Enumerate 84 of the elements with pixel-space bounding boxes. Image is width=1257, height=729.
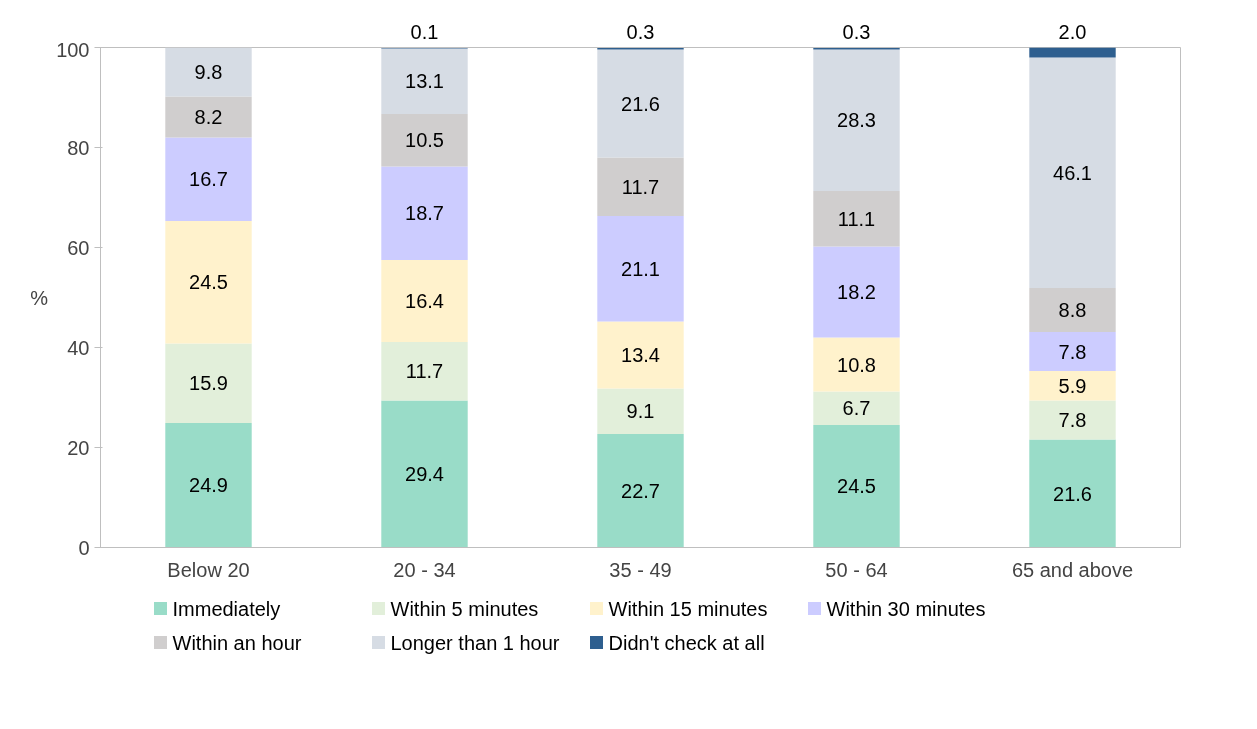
bar [381, 48, 468, 114]
bar [597, 388, 684, 434]
data-label: 18.7 [405, 202, 444, 225]
data-label: 13.1 [405, 70, 444, 93]
bar [813, 246, 900, 338]
bar [165, 221, 252, 344]
data-label: 24.9 [189, 474, 228, 497]
bar [381, 260, 468, 342]
bar [165, 343, 252, 423]
legend-label: Within an hour [172, 631, 302, 654]
data-label: 0.3 [842, 20, 871, 43]
x-tick-label: 65 and above [1011, 558, 1134, 581]
bar [597, 49, 684, 158]
bar [381, 166, 468, 260]
bar [381, 114, 468, 167]
bar [381, 342, 468, 401]
legend-label: Immediately [172, 597, 281, 620]
bar [597, 434, 684, 548]
data-label: 0.1 [410, 20, 439, 43]
legend-label: Within 15 minutes [608, 597, 768, 620]
x-tick-label: 20 - 34 [393, 558, 456, 581]
data-label: 18.2 [837, 281, 876, 303]
data-label: 7.8 [1058, 340, 1087, 363]
data-label: 16.4 [405, 290, 444, 312]
bar [597, 321, 684, 389]
data-label: 9.8 [194, 61, 223, 83]
bar [813, 191, 900, 247]
data-label: 11.7 [405, 360, 444, 383]
data-label: 28.3 [837, 109, 876, 132]
data-label: 13.4 [621, 344, 660, 366]
y-tick-label: 20 [67, 436, 90, 459]
bar [1029, 47, 1116, 58]
data-label: 21.1 [621, 257, 660, 280]
data-label: 8.2 [194, 106, 223, 128]
bar [165, 137, 252, 221]
data-label: 6.7 [842, 397, 871, 420]
legend-label: Within 5 minutes [390, 597, 539, 620]
data-label: 22.7 [621, 479, 660, 502]
legend-label: Longer than 1 hour [390, 631, 560, 654]
data-label: 7.8 [1058, 409, 1087, 431]
y-tick-label: 100 [56, 38, 90, 61]
data-label: 11.1 [837, 207, 876, 230]
y-tick-label: 80 [67, 136, 90, 159]
y-axis-title: % [30, 286, 49, 309]
y-tick-label: 60 [67, 236, 90, 259]
data-label: 8.8 [1058, 299, 1087, 321]
bar [597, 216, 684, 322]
bar [1029, 57, 1116, 288]
data-label: 9.1 [626, 400, 655, 423]
bar [165, 47, 252, 97]
bar [1029, 400, 1116, 440]
data-label: 21.6 [1053, 482, 1092, 505]
data-label: 29.4 [405, 463, 444, 485]
data-label: 16.7 [189, 168, 228, 191]
data-label: 2.0 [1058, 20, 1087, 43]
data-label: 21.6 [621, 92, 660, 115]
bar [1029, 371, 1116, 401]
data-label: 0.3 [626, 20, 655, 43]
legend-label: Within 30 minutes [826, 597, 986, 620]
data-label: 10.8 [837, 353, 876, 376]
data-label: 24.5 [189, 271, 228, 294]
data-label: 15.9 [189, 372, 228, 395]
bar [165, 423, 252, 548]
bar [381, 400, 468, 548]
x-tick-label: 35 - 49 [609, 558, 672, 581]
bar [813, 337, 900, 392]
bar [813, 391, 900, 425]
data-label: 24.5 [837, 475, 876, 498]
y-tick-label: 0 [78, 536, 90, 559]
bar [813, 425, 900, 548]
legend-label: Didn't check at all [608, 631, 765, 654]
x-tick-label: 50 - 64 [825, 558, 888, 581]
data-label: 11.7 [621, 175, 660, 198]
bar [1029, 332, 1116, 371]
x-tick-label: Below 20 [167, 558, 250, 581]
bar [1029, 288, 1116, 332]
data-label: 46.1 [1053, 161, 1092, 184]
y-tick-label: 40 [67, 336, 90, 359]
data-label: 10.5 [405, 129, 444, 152]
bar [597, 157, 684, 216]
bar [165, 96, 252, 138]
bar [1029, 439, 1116, 548]
data-label: 5.9 [1058, 374, 1087, 397]
bar [813, 49, 900, 191]
